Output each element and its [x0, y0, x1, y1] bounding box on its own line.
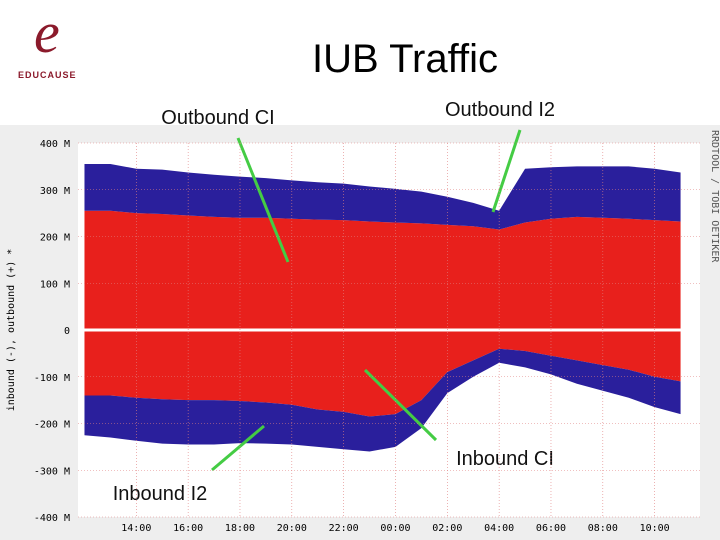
arrow	[363, 368, 438, 442]
y-tick-label: -400 M	[34, 513, 70, 524]
logo-mark: e	[34, 0, 60, 65]
x-tick-label: 06:00	[536, 523, 566, 534]
annotation: Outbound CI	[161, 107, 274, 129]
x-tick-label: 10:00	[640, 523, 670, 534]
y-tick-label: -100 M	[34, 373, 70, 384]
y-tick-label: 100 M	[40, 279, 70, 290]
x-tick-label: 00:00	[380, 523, 410, 534]
x-tick-label: 02:00	[432, 523, 462, 534]
arrow	[491, 129, 522, 213]
plot	[84, 164, 681, 452]
annotation: Inbound I2	[113, 483, 208, 505]
y-tick-label: -200 M	[34, 420, 70, 431]
y-tick-label: 200 M	[40, 233, 70, 244]
x-tick-label: 16:00	[173, 523, 203, 534]
x-tick-label: 20:00	[277, 523, 307, 534]
x-tick-label: 22:00	[329, 523, 359, 534]
arrow	[236, 137, 290, 263]
y-tick-label: 300 M	[40, 186, 70, 197]
y-tick-label: 0	[64, 326, 70, 337]
y-tick-label: -300 M	[34, 466, 70, 477]
x-tick-label: 18:00	[225, 523, 255, 534]
area	[84, 164, 681, 230]
logo-text: EDUCAUSE	[18, 70, 77, 80]
annotation: Inbound CI	[456, 448, 554, 470]
x-tick-label: 14:00	[121, 523, 151, 534]
area	[84, 348, 681, 452]
y-tick-label: 400 M	[40, 139, 70, 150]
annotation: Outbound I2	[445, 99, 555, 121]
side-label: RRDTOOL / TOBI OETIKER	[709, 130, 720, 263]
x-tick-label: 08:00	[588, 523, 618, 534]
arrow	[211, 424, 265, 472]
area	[84, 330, 681, 417]
arrows	[211, 129, 522, 472]
y-axis-label: inbound (-), outbound (+) *	[6, 249, 17, 412]
x-tick-label: 04:00	[484, 523, 514, 534]
area	[84, 210, 681, 330]
slide-title: IUB Traffic	[312, 37, 498, 81]
